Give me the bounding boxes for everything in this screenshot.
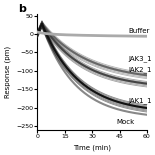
Text: b: b [18, 4, 26, 14]
Text: JAK2_1: JAK2_1 [129, 67, 152, 73]
Text: JAK1_1: JAK1_1 [129, 97, 152, 104]
Y-axis label: Response (pm): Response (pm) [4, 46, 11, 98]
Text: JAK3_1: JAK3_1 [129, 56, 152, 62]
X-axis label: Time (min): Time (min) [73, 144, 111, 151]
Text: Mock: Mock [116, 119, 134, 124]
Text: Buffer: Buffer [129, 28, 150, 34]
